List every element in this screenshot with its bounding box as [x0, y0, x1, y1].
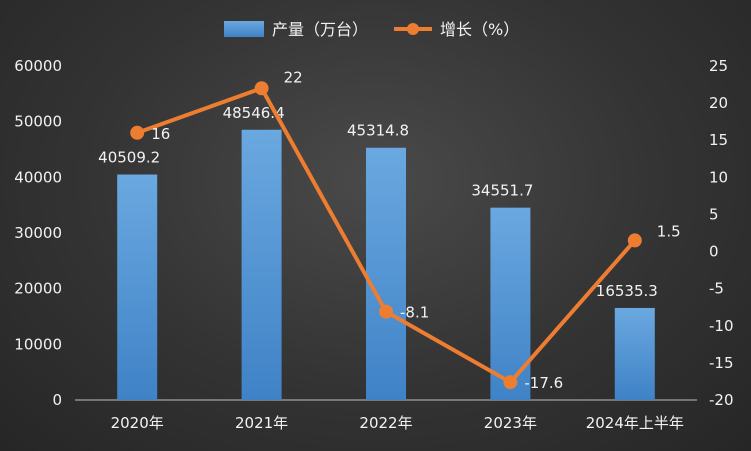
- bar: [117, 174, 158, 400]
- line-data-label: 22: [284, 68, 303, 86]
- y-left-tick-label: 60000: [14, 57, 62, 75]
- y-left-tick-label: 30000: [14, 224, 62, 242]
- bar-data-label: 40509.2: [98, 148, 160, 166]
- bar-series: [117, 129, 655, 401]
- x-tick-label: 2020年: [111, 414, 164, 432]
- y-right-tick-label: 0: [709, 243, 719, 261]
- bar-data-labels: 40509.2 48546.4 45314.8 34551.7 16535.3: [98, 104, 658, 300]
- legend-label-bar: 产量（万台）: [272, 20, 368, 39]
- y-right-tick-label: 5: [709, 205, 719, 223]
- y-right-tick-label: 25: [709, 57, 728, 75]
- y-right-tick-label: -20: [709, 391, 734, 409]
- y-right-tick-label: 20: [709, 94, 728, 112]
- bar: [490, 207, 531, 400]
- line-data-label: -17.6: [524, 374, 563, 392]
- line-series: [130, 81, 642, 390]
- bar-data-label: 45314.8: [347, 122, 409, 140]
- y-right-tick-label: 10: [709, 168, 728, 186]
- y-right-tick-label: 15: [709, 131, 728, 149]
- y-right-tick-label: -15: [709, 354, 734, 372]
- x-tick-label: 2024年上半年: [586, 414, 684, 432]
- bar: [241, 129, 282, 401]
- bar-data-label: 48546.4: [223, 104, 285, 122]
- bar-data-label: 16535.3: [596, 282, 658, 300]
- bar: [366, 147, 406, 400]
- legend-marker-line: [407, 23, 419, 35]
- y-right-tick-label: -5: [709, 280, 724, 298]
- line-data-label: -8.1: [400, 304, 429, 322]
- line-data-label: 1.5: [657, 222, 681, 240]
- line-point: [503, 375, 518, 390]
- line-point: [254, 81, 269, 96]
- x-tick-label: 2023年: [484, 414, 537, 432]
- y-left-tick-label: 20000: [14, 280, 62, 298]
- y-right-tick-label: -10: [709, 317, 734, 335]
- line-data-labels: 16 22 -8.1 -17.6 1.5: [151, 68, 680, 392]
- line-data-label: 16: [151, 125, 170, 143]
- y-left-tick-label: 10000: [14, 335, 62, 353]
- x-tick-label: 2021年: [235, 414, 288, 432]
- y-left-tick-label: 40000: [14, 168, 62, 186]
- legend-label-line: 增长（%）: [440, 20, 519, 39]
- y-left-tick-label: 0: [52, 391, 62, 409]
- y-axis-right: -20 -15 -10 -5 0 5 10 15 20 25: [709, 57, 734, 409]
- line-point: [379, 304, 393, 319]
- line-point: [627, 233, 642, 248]
- bar: [614, 307, 655, 400]
- bar-data-label: 34551.7: [471, 182, 533, 200]
- y-axis-left: 0 10000 20000 30000 40000 50000 60000: [14, 57, 62, 409]
- legend-swatch-bar: [224, 21, 264, 37]
- line-point: [130, 125, 145, 140]
- y-left-tick-label: 50000: [14, 113, 62, 131]
- legend: 产量（万台） 增长（%）: [224, 20, 519, 39]
- x-tick-label: 2022年: [359, 414, 412, 432]
- x-axis: 2020年 2021年 2022年 2023年 2024年上半年: [75, 399, 697, 432]
